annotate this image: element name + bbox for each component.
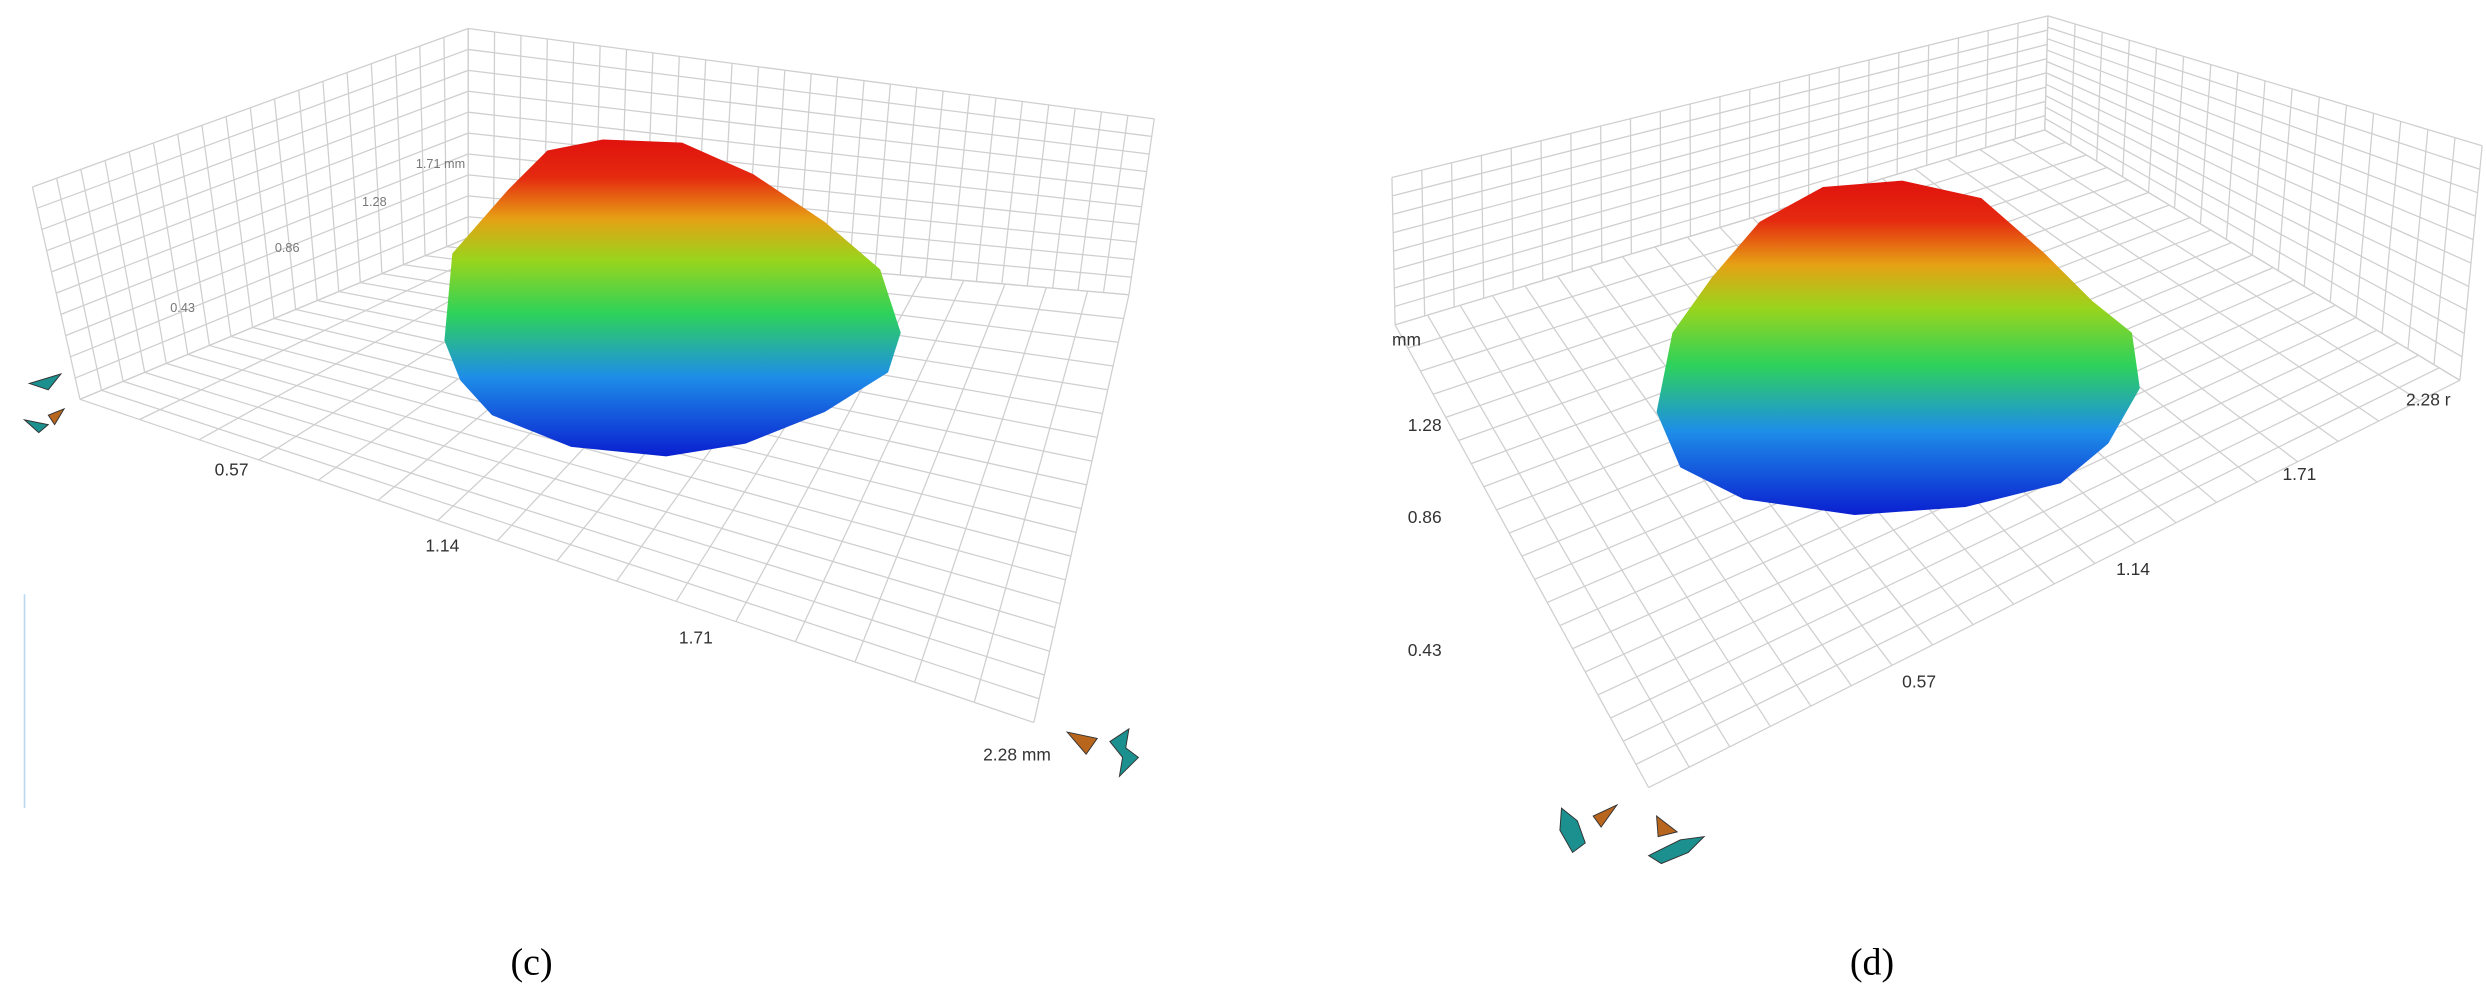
tick-label: 0.43 <box>1408 640 1442 660</box>
grid-line <box>2011 139 2420 402</box>
grid-line <box>2044 117 2463 358</box>
grid-line <box>1979 148 2380 422</box>
tick-label: 1.14 <box>425 535 459 555</box>
z-tick-label: 0.86 <box>275 241 300 255</box>
grid-line <box>1392 29 2048 197</box>
grid-line <box>1946 158 2339 442</box>
z-tick-label: 0.43 <box>170 301 195 315</box>
tick-label: 0.57 <box>215 459 249 479</box>
grid-line <box>2046 72 2472 264</box>
tick-label: mm <box>1392 329 1421 349</box>
grid-line <box>101 389 1040 700</box>
grid-line <box>51 111 469 273</box>
grid-line <box>1392 58 2047 234</box>
grid-line <box>1394 100 2046 289</box>
z-tick-label: 1.71 mm <box>416 157 465 171</box>
grid-line <box>468 69 1150 155</box>
grid-line <box>2047 15 2483 147</box>
grid-line <box>1524 285 1812 707</box>
grid-line <box>74 216 469 379</box>
grid-line <box>1391 177 1396 325</box>
grid-line <box>2047 26 2481 170</box>
grid-line <box>144 371 1050 652</box>
grid-line <box>1393 72 2047 252</box>
grid-line <box>1394 115 2046 308</box>
grid-line <box>468 27 1155 120</box>
grid-line <box>2046 60 2474 241</box>
surface <box>444 139 901 457</box>
surface <box>1656 180 2140 515</box>
grid-line <box>2045 95 2467 311</box>
grid-line <box>1394 324 1650 788</box>
grid-line <box>46 90 469 252</box>
tick-label: 0.86 <box>1408 507 1442 527</box>
tick-label: 1.71 <box>679 627 713 647</box>
grid-line <box>1392 43 2048 215</box>
grid-line <box>122 380 1045 676</box>
grid-line <box>2046 49 2476 217</box>
grid-line <box>79 398 1035 724</box>
tick-label: 2.28 r <box>2406 390 2451 410</box>
tick-label: 1.14 <box>2116 559 2150 579</box>
grid-line <box>2044 129 2461 381</box>
grid-line <box>209 344 1066 581</box>
grid-line <box>36 48 469 209</box>
tick-label: 0.57 <box>1902 672 1936 692</box>
grid-line <box>2045 106 2465 334</box>
grid-line <box>60 153 469 315</box>
navigation-icons <box>22 373 1706 865</box>
grid-line <box>41 69 469 231</box>
grid-line <box>2045 83 2470 288</box>
grid-line <box>55 132 469 294</box>
grid-line <box>1391 15 2049 179</box>
grid-line <box>468 48 1152 138</box>
grid-line <box>187 353 1061 605</box>
grid-line <box>70 195 469 358</box>
grid-line <box>1557 275 1852 687</box>
tick-label: 1.28 <box>1408 415 1442 435</box>
navigation-icons <box>47 407 1679 838</box>
caption: (c) <box>510 941 552 983</box>
grid-line <box>65 174 469 337</box>
grid-line <box>1393 86 2047 271</box>
grid-line <box>468 111 1145 190</box>
caption: (d) <box>1850 941 1894 983</box>
grid-line <box>2047 38 2478 194</box>
tick-label: 1.71 <box>2282 464 2316 484</box>
grid-line <box>32 27 469 188</box>
grid-line <box>1492 295 1771 727</box>
grid-line <box>468 90 1147 173</box>
tick-label: 2.28 mm <box>983 745 1051 765</box>
z-tick-label: 1.28 <box>362 195 387 209</box>
grid-line <box>1459 305 1731 748</box>
grid-line <box>1427 314 1690 768</box>
grid-line <box>2044 15 2049 130</box>
grid-line <box>166 362 1056 629</box>
